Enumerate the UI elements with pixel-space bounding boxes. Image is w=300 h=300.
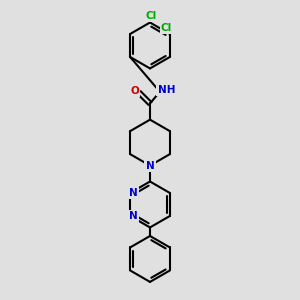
Text: NH: NH — [158, 85, 175, 95]
Text: N: N — [129, 211, 138, 221]
Text: N: N — [129, 188, 138, 198]
Text: Cl: Cl — [146, 11, 157, 21]
Text: N: N — [146, 160, 154, 171]
Text: Cl: Cl — [161, 22, 172, 32]
Text: O: O — [130, 86, 139, 96]
